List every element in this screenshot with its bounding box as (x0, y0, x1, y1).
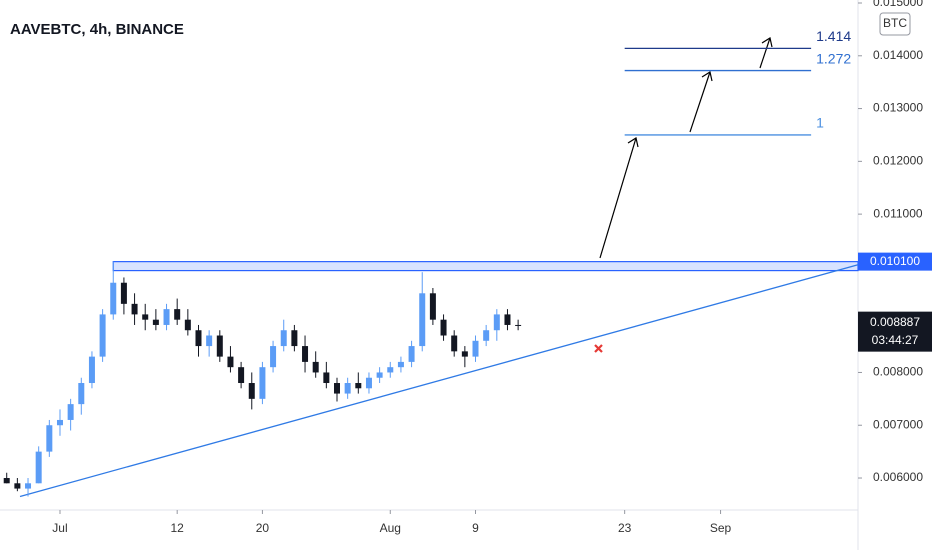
candle-body (302, 346, 309, 362)
candle-body (333, 383, 340, 394)
candle-body (270, 346, 277, 368)
candle-body (174, 309, 181, 320)
candle-body (355, 383, 362, 389)
candle-body (78, 383, 85, 405)
y-tick-label: 0.008000 (873, 365, 923, 379)
current-price-box (858, 311, 932, 352)
current-price-label: 0.008887 (870, 315, 920, 329)
candle-body (99, 314, 106, 357)
arrows (599, 37, 773, 259)
candle-body (312, 361, 319, 373)
candle-body (248, 383, 255, 399)
candle-body (323, 372, 330, 384)
y-tick-label: 0.007000 (873, 417, 923, 431)
candle-body (131, 303, 138, 315)
candle-body (238, 367, 245, 384)
y-tick-label: 0.012000 (873, 154, 923, 168)
candle-body (493, 314, 500, 331)
candle-body (280, 330, 287, 347)
x-tick-label: 9 (472, 521, 479, 535)
y-tick-label: 0.011000 (873, 206, 922, 220)
candle-body (216, 335, 223, 357)
candle-body (259, 367, 266, 399)
candle-body (461, 351, 468, 357)
candle-body (440, 319, 447, 336)
resistance-zone (112, 261, 859, 272)
fib-label: 1.272 (816, 50, 851, 66)
candle-body (483, 330, 490, 341)
x-tick-label: Sep (710, 521, 732, 535)
candle-body (472, 340, 479, 357)
y-tick-label: 0.015000 (873, 0, 923, 9)
candle-body (163, 309, 170, 325)
candle-body (515, 324, 522, 326)
candle-body (451, 335, 458, 352)
resistance-price-box (858, 252, 932, 271)
candle-body (142, 314, 149, 320)
candle-body (88, 356, 95, 384)
trendline (19, 264, 859, 498)
resistance-price-label: 0.010100 (870, 254, 920, 268)
candle-body (387, 367, 394, 373)
fib-label: 1.414 (816, 28, 851, 44)
candle-body (291, 330, 298, 347)
candle-body (3, 478, 10, 484)
x-tick-label: Jul (52, 521, 67, 535)
candle-body (46, 425, 53, 452)
candle-body (195, 330, 202, 347)
candle-body (184, 319, 191, 331)
currency-box[interactable] (879, 12, 911, 36)
invalid-marker (594, 344, 603, 353)
y-tick-label: 0.006000 (873, 470, 923, 484)
fib-label: 1 (816, 115, 824, 131)
candle-body (35, 451, 42, 484)
candle-body (152, 319, 159, 325)
chart-title: AAVEBTC, 4h, BINANCE (10, 21, 184, 38)
candle-body (110, 282, 117, 315)
candle-body (429, 293, 436, 320)
x-tick-label: 20 (256, 521, 270, 535)
candle-body (504, 314, 511, 325)
candle-body (376, 372, 383, 378)
candle-body (25, 483, 32, 489)
candle-body (14, 483, 21, 489)
x-tick-label: 12 (171, 521, 185, 535)
y-tick-label: 0.013000 (873, 101, 923, 115)
countdown: 03:44:27 (872, 333, 919, 347)
candle-body (365, 377, 372, 389)
candle-body (227, 356, 234, 368)
candle-body (67, 404, 74, 420)
x-tick-label: Aug (380, 521, 401, 535)
y-tick-label: 0.014000 (873, 48, 923, 62)
x-tick-label: 23 (618, 521, 632, 535)
currency: BTC (883, 16, 907, 30)
candle-body (408, 346, 415, 362)
candle-body (344, 383, 351, 394)
candle-body (397, 361, 404, 368)
candle-body (56, 419, 63, 426)
candle-body (419, 293, 426, 347)
candle-body (120, 282, 127, 304)
candle-body (206, 335, 213, 347)
